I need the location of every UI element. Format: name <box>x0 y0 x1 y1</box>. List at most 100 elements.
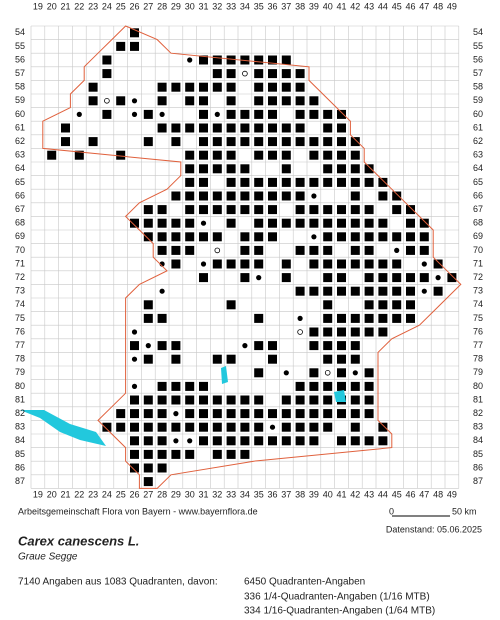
record-square <box>254 150 264 160</box>
record-square <box>337 341 346 351</box>
record-square <box>116 422 126 432</box>
x-tick-label: 35 <box>254 489 264 499</box>
record-square <box>350 232 360 242</box>
record-square <box>268 191 277 201</box>
record-square <box>309 205 319 215</box>
stat-line: 6450 Quadranten-Angaben <box>244 577 365 588</box>
record-square <box>171 218 181 228</box>
x-tick-label: 43 <box>364 489 374 499</box>
record-square <box>61 123 70 133</box>
record-square <box>199 422 208 432</box>
record-square <box>309 395 319 405</box>
y-tick-label: 73 <box>15 286 25 296</box>
record-square <box>254 245 264 255</box>
record-square <box>295 191 305 201</box>
record-square <box>226 395 236 405</box>
y-tick-label: 81 <box>15 394 25 404</box>
record-square <box>47 150 57 160</box>
x-tick-label: 45 <box>392 1 402 11</box>
y-tick-label: 66 <box>473 190 483 200</box>
record-square <box>130 422 139 432</box>
record-square <box>378 232 388 242</box>
record-square <box>102 55 112 65</box>
record-dot <box>214 111 220 117</box>
record-square <box>364 409 374 419</box>
record-square <box>226 449 236 459</box>
record-square <box>392 313 402 323</box>
record-dot <box>435 275 441 281</box>
record-square <box>130 395 139 405</box>
x-tick-label: 48 <box>433 489 443 499</box>
record-square <box>143 300 153 310</box>
x-tick-label: 26 <box>129 1 139 11</box>
record-square <box>350 259 360 269</box>
y-tick-label: 70 <box>15 245 25 255</box>
grid <box>30 25 460 489</box>
stat-line: 334 1/16-Quadranten-Angaben (1/64 MTB) <box>244 606 435 617</box>
record-square <box>392 273 402 283</box>
y-tick-label: 66 <box>15 190 25 200</box>
y-tick-label: 56 <box>473 54 483 64</box>
record-square <box>419 232 429 242</box>
record-square <box>281 422 291 432</box>
record-square <box>199 232 208 242</box>
record-square <box>419 218 429 228</box>
x-tick-label: 47 <box>419 1 429 11</box>
record-dot <box>256 275 262 281</box>
x-tick-label: 32 <box>212 489 222 499</box>
record-square <box>309 286 319 296</box>
record-square <box>240 273 250 283</box>
y-tick-label: 78 <box>15 354 25 364</box>
record-square <box>130 28 139 38</box>
x-tick-label: 36 <box>267 489 277 499</box>
record-square <box>309 422 319 432</box>
record-dot <box>173 411 179 417</box>
x-tick-label: 37 <box>281 489 291 499</box>
record-square <box>254 341 264 351</box>
records <box>47 28 457 487</box>
record-square <box>268 69 277 79</box>
record-square <box>88 96 98 106</box>
record-square <box>378 436 388 446</box>
record-square <box>295 123 305 133</box>
record-square <box>350 218 360 228</box>
record-square <box>199 436 208 446</box>
record-square <box>268 232 277 242</box>
record-square <box>337 109 346 119</box>
record-square <box>185 245 195 255</box>
record-square <box>157 313 167 323</box>
y-tick-label: 62 <box>15 136 25 146</box>
y-tick-label: 58 <box>473 82 483 92</box>
record-dot <box>76 111 82 117</box>
record-square <box>337 381 346 391</box>
record-square <box>323 422 333 432</box>
record-square <box>323 327 333 337</box>
x-tick-label: 32 <box>212 1 222 11</box>
record-square <box>268 436 277 446</box>
record-square <box>199 273 208 283</box>
record-square <box>295 395 305 405</box>
record-square <box>268 177 277 187</box>
record-square <box>226 69 236 79</box>
record-square <box>143 409 153 419</box>
date: Datenstand: 05.06.2025 <box>386 524 482 534</box>
y-tick-label: 73 <box>473 286 483 296</box>
y-tick-label: 74 <box>473 299 483 309</box>
record-square <box>240 191 250 201</box>
record-square <box>226 259 236 269</box>
record-square <box>226 218 236 228</box>
record-square <box>143 477 153 487</box>
record-square <box>323 395 333 405</box>
record-square <box>295 69 305 79</box>
record-square <box>240 137 250 147</box>
record-square <box>364 436 374 446</box>
y-tick-label: 77 <box>15 340 25 350</box>
y-tick-label: 85 <box>473 449 483 459</box>
record-square <box>419 245 429 255</box>
record-square <box>157 449 167 459</box>
record-square <box>212 259 222 269</box>
record-square <box>61 137 70 147</box>
y-tick-label: 62 <box>473 136 483 146</box>
y-tick-label: 87 <box>15 476 25 486</box>
x-tick-label: 38 <box>295 1 305 11</box>
